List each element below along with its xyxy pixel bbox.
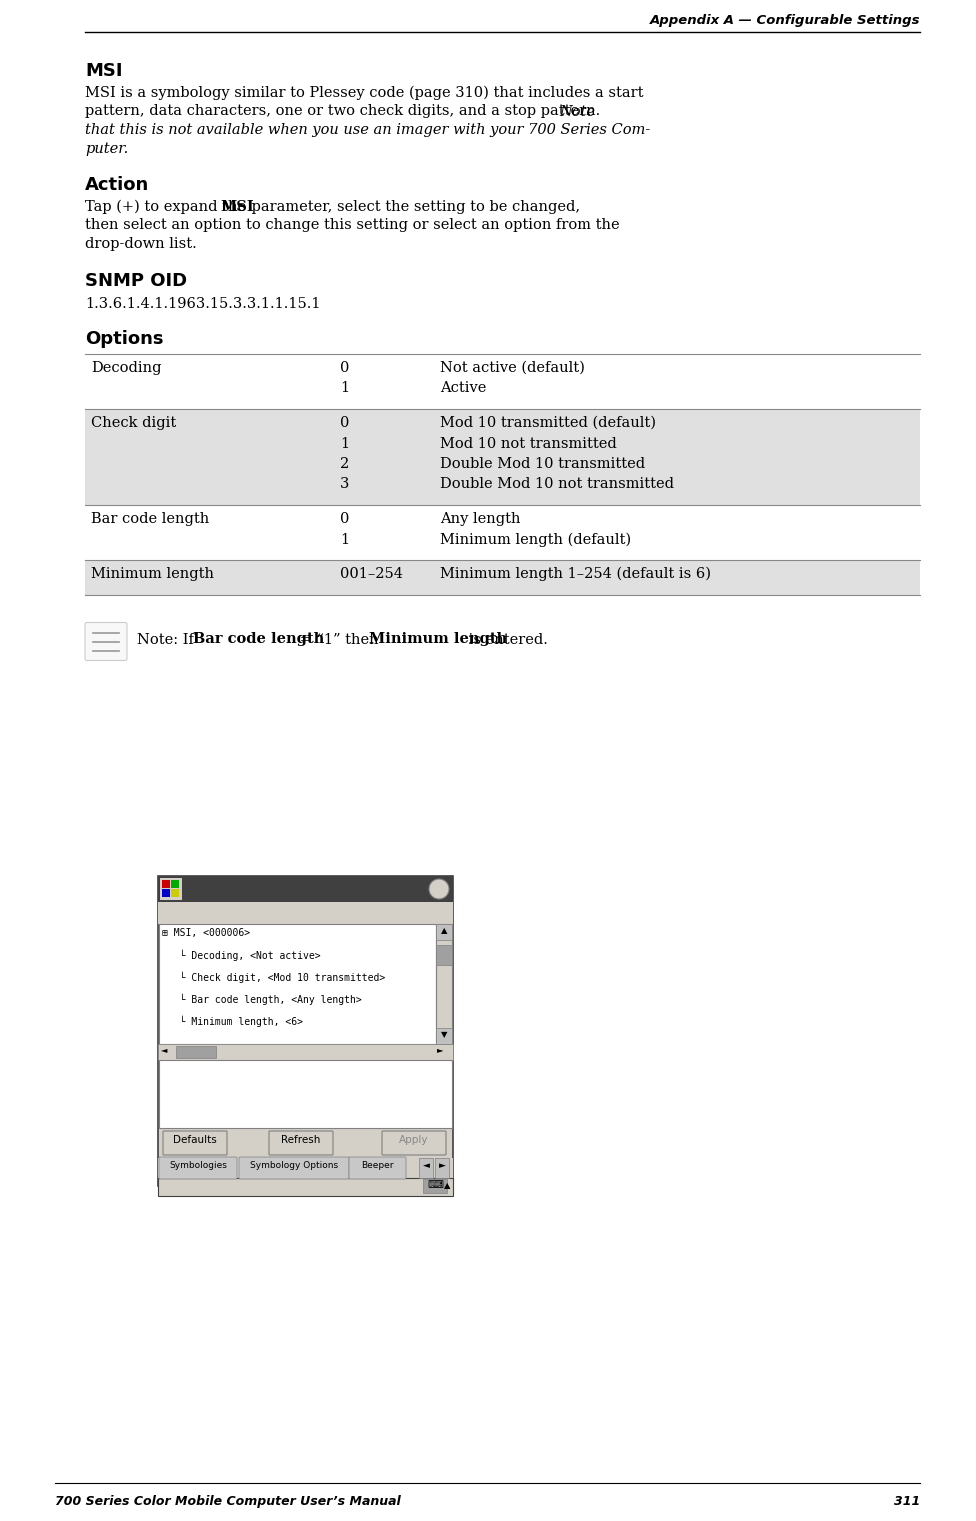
Text: Settings: Settings: [185, 881, 237, 890]
Bar: [158, 876, 453, 902]
Text: Symbology Options: Symbology Options: [250, 1161, 338, 1170]
Text: 1: 1: [340, 437, 349, 450]
Text: Options: Options: [85, 330, 164, 348]
Text: ⊞ MSI, <000006>: ⊞ MSI, <000006>: [162, 928, 250, 938]
Text: Minimum length 1–254 (default is 6): Minimum length 1–254 (default is 6): [440, 567, 711, 581]
Text: Mod 10 transmitted (default): Mod 10 transmitted (default): [440, 417, 656, 430]
Text: 1: 1: [340, 532, 349, 546]
Text: 700 Series Color Mobile Computer User’s Manual: 700 Series Color Mobile Computer User’s …: [55, 1495, 401, 1507]
Text: parameter, select the setting to be changed,: parameter, select the setting to be chan…: [247, 199, 580, 214]
Text: Minimum length: Minimum length: [369, 633, 508, 646]
Text: ◄: ◄: [423, 1161, 429, 1170]
Text: Appendix A — Configurable Settings: Appendix A — Configurable Settings: [649, 14, 920, 27]
Text: Check digit: Check digit: [91, 417, 177, 430]
Text: 3: 3: [340, 478, 349, 491]
Text: Double Mod 10 not transmitted: Double Mod 10 not transmitted: [440, 478, 674, 491]
Text: Tap (+) to expand the: Tap (+) to expand the: [85, 199, 251, 214]
Text: 0: 0: [340, 417, 349, 430]
Text: Apply: Apply: [399, 1135, 428, 1145]
Text: pattern, data characters, one or two check digits, and a stop pattern.: pattern, data characters, one or two che…: [85, 105, 605, 119]
Text: Beeper: Beeper: [361, 1161, 393, 1170]
FancyBboxPatch shape: [382, 1132, 446, 1154]
Text: 1: 1: [340, 382, 349, 395]
Bar: [423, 1179, 447, 1192]
Text: Mod 10 not transmitted: Mod 10 not transmitted: [440, 437, 617, 450]
Bar: [171, 881, 179, 888]
Bar: [176, 1046, 216, 1059]
Circle shape: [429, 879, 449, 899]
Text: Not active (default): Not active (default): [440, 360, 585, 376]
Text: ▼: ▼: [441, 1030, 447, 1039]
Text: that this is not available when you use an imager with your 700 Series Com-: that this is not available when you use …: [85, 123, 650, 137]
Bar: [158, 902, 453, 923]
Text: Bar code length: Bar code length: [91, 513, 209, 526]
Text: ►: ►: [437, 1045, 443, 1054]
Bar: [159, 1060, 452, 1129]
Text: Symbologies: Symbologies: [169, 1161, 227, 1170]
Text: ▲▼  ◄► 11:14: ▲▼ ◄► 11:14: [298, 881, 360, 890]
Text: ►: ►: [438, 1161, 445, 1170]
Text: 0: 0: [340, 513, 349, 526]
Bar: [158, 1177, 453, 1196]
Text: puter.: puter.: [85, 141, 128, 155]
Text: 0: 0: [340, 360, 349, 376]
Text: then select an option to change this setting or select an option from the: then select an option to change this set…: [85, 219, 620, 233]
Bar: [436, 1028, 452, 1043]
Text: └ Decoding, <Not active>: └ Decoding, <Not active>: [162, 951, 321, 961]
Text: Action: Action: [85, 176, 149, 195]
FancyBboxPatch shape: [85, 622, 127, 660]
Text: ok: ok: [433, 885, 445, 893]
Text: MSI is a symbology similar to Plessey code (page 310) that includes a start: MSI is a symbology similar to Plessey co…: [85, 87, 643, 100]
FancyBboxPatch shape: [349, 1157, 406, 1179]
Text: ▲: ▲: [444, 1180, 450, 1189]
Text: └ Check digit, <Mod 10 transmitted>: └ Check digit, <Mod 10 transmitted>: [162, 972, 386, 984]
Text: Bar code length: Bar code length: [193, 633, 324, 646]
Text: 001–254: 001–254: [340, 567, 403, 581]
Bar: [85, 409, 920, 505]
FancyBboxPatch shape: [269, 1132, 333, 1154]
FancyBboxPatch shape: [163, 1132, 227, 1154]
Bar: [419, 1157, 433, 1177]
Bar: [158, 876, 453, 1186]
Text: Decoding: Decoding: [91, 360, 161, 376]
Text: └ Bar code length, <Any length>: └ Bar code length, <Any length>: [162, 995, 362, 1005]
Text: Defaults: Defaults: [173, 1135, 217, 1145]
Text: Active: Active: [440, 382, 486, 395]
Bar: [160, 878, 182, 900]
Bar: [162, 881, 170, 888]
Bar: [171, 888, 179, 897]
Text: 311: 311: [894, 1495, 920, 1507]
Bar: [162, 888, 170, 897]
Text: Note: If: Note: If: [137, 633, 198, 646]
Text: Note: Note: [559, 105, 595, 119]
FancyBboxPatch shape: [159, 1157, 237, 1179]
Text: MSI: MSI: [85, 62, 123, 81]
Text: ⌨: ⌨: [427, 1180, 443, 1189]
Text: ◄: ◄: [161, 1045, 168, 1054]
Text: is entered.: is entered.: [464, 633, 548, 646]
Text: Minimum length: Minimum length: [91, 567, 214, 581]
Bar: [158, 1157, 453, 1177]
Text: ▲: ▲: [441, 926, 447, 935]
Text: = “1” then: = “1” then: [295, 633, 384, 646]
Text: └ Minimum length, <6>: └ Minimum length, <6>: [162, 1016, 303, 1027]
Bar: [436, 923, 452, 940]
Bar: [436, 945, 452, 964]
Bar: [158, 1043, 453, 1060]
Text: 2: 2: [340, 456, 349, 472]
Text: Refresh: Refresh: [281, 1135, 321, 1145]
Text: drop-down list.: drop-down list.: [85, 237, 197, 251]
Bar: [436, 923, 452, 1043]
FancyBboxPatch shape: [239, 1157, 349, 1179]
Bar: [85, 560, 920, 595]
Text: 1.3.6.1.4.1.1963.15.3.3.1.1.15.1: 1.3.6.1.4.1.1963.15.3.3.1.1.15.1: [85, 298, 320, 312]
Text: Data Collection: Data Collection: [166, 905, 262, 916]
Text: SNMP OID: SNMP OID: [85, 272, 187, 289]
Text: Minimum length (default): Minimum length (default): [440, 532, 631, 548]
Text: MSI: MSI: [220, 199, 254, 214]
Bar: [435, 1157, 449, 1177]
Bar: [159, 923, 436, 1043]
Text: Double Mod 10 transmitted: Double Mod 10 transmitted: [440, 456, 645, 472]
Text: Any length: Any length: [440, 513, 520, 526]
